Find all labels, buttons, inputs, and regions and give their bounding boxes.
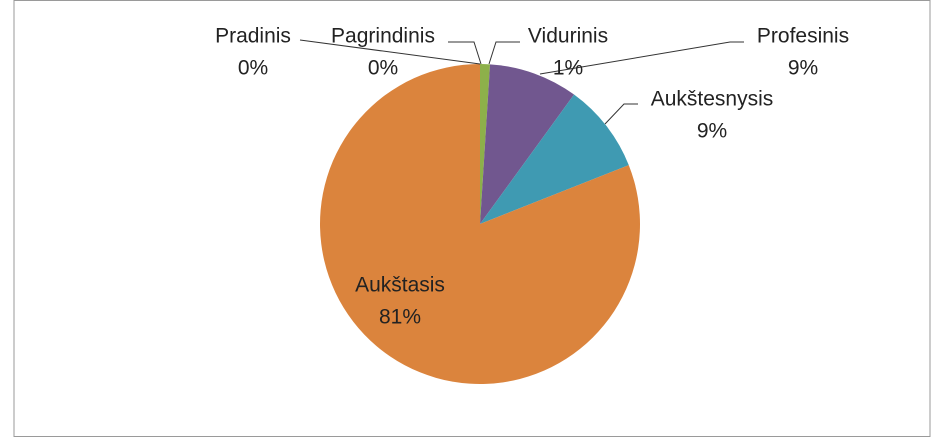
pie-slice: [319, 64, 640, 385]
slice-value-label: 1%: [553, 57, 583, 80]
slice-label: Pradinis: [215, 25, 291, 48]
leader-lines: [299, 39, 744, 125]
pie-slice: [480, 94, 629, 224]
slice-label: Profesinis: [757, 25, 849, 48]
leader-line: [448, 41, 482, 65]
leader-line: [488, 41, 520, 65]
slice-value-label: 81%: [379, 306, 421, 329]
slice-label: Aukštesnysis: [651, 88, 774, 111]
slice-value-label: 0%: [238, 57, 268, 80]
slice-label: Aukštasis: [355, 274, 445, 297]
slice-value-label: 0%: [368, 57, 398, 80]
slice-label: Pagrindinis: [331, 25, 435, 48]
leader-line: [604, 103, 638, 125]
pie-slice: [480, 64, 491, 224]
slice-label: Vidurinis: [528, 25, 608, 48]
slice-value-label: 9%: [788, 57, 818, 80]
leader-line: [539, 41, 744, 75]
slice-value-label: 9%: [697, 120, 727, 143]
pie: [319, 64, 640, 385]
pie-slice: [480, 64, 575, 224]
leader-line: [299, 39, 481, 65]
